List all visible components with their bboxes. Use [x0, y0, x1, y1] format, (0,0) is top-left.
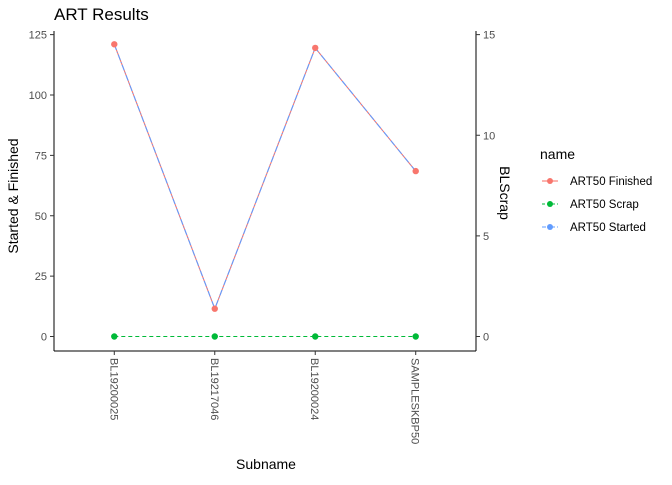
y-tick-label: 0: [41, 332, 47, 344]
y-right-tick-label: 10: [483, 130, 495, 142]
y-axis-right-title: BLScrap: [497, 166, 513, 220]
y-tick-label: 75: [35, 150, 47, 162]
x-axis-title: Subname: [236, 456, 296, 472]
x-tick-label: BL19200025: [107, 358, 119, 420]
y-axis-title: Started & Finished: [5, 138, 21, 253]
data-point: [111, 333, 118, 340]
data-point: [211, 305, 218, 312]
legend-label: ART50 Finished: [570, 176, 652, 188]
data-point: [412, 167, 419, 175]
legend-key-point: [547, 201, 553, 207]
y-tick-label: 125: [29, 30, 47, 42]
series-line: [113, 44, 417, 311]
y-right-tick-label: 15: [483, 30, 495, 42]
x-tick-label: BL19200024: [308, 358, 320, 420]
data-point: [312, 44, 319, 52]
y-right-tick-label: 0: [483, 332, 489, 344]
series-layer: [111, 41, 419, 340]
series-line: [113, 44, 417, 311]
legend-label: ART50 Started: [570, 222, 646, 234]
data-point: [211, 333, 218, 340]
y-right-tick-label: 5: [483, 231, 489, 243]
data-point: [111, 41, 118, 48]
y-tick-label: 25: [35, 271, 47, 283]
x-tick-label: BL19217046: [208, 358, 220, 420]
legend-key-point: [547, 178, 553, 184]
legend-label: ART50 Scrap: [570, 199, 639, 211]
data-point: [412, 333, 419, 340]
legend: ART50 Finished ART50 Scrap ART50 Started: [542, 176, 652, 234]
legend-title: name: [540, 146, 575, 162]
data-point: [312, 333, 319, 340]
y-tick-label: 100: [29, 90, 47, 102]
x-tick-label: SAMPLESKBP50: [409, 358, 421, 444]
legend-key-point: [547, 224, 553, 230]
chart-title: ART Results: [54, 5, 149, 24]
axes: 0 25 50 75 100 125 0 5 10 15 BL19200025 BL19217046 B…: [29, 30, 496, 445]
y-tick-label: 50: [35, 211, 47, 223]
